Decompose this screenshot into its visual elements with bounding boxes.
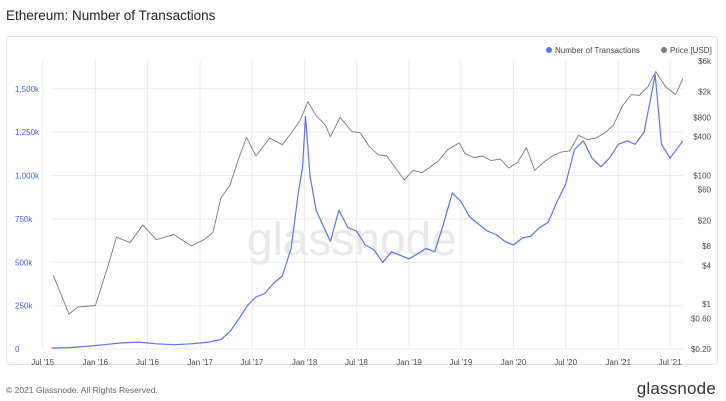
chart-title: Ethereum: Number of Transactions: [6, 8, 216, 23]
y-right-tick-label: $60: [698, 186, 712, 195]
chart-panel: glassnode 0 250k 500k 750k 1,000k 1,250k 1,500…: [6, 36, 718, 366]
chart-svg: glassnode 0 250k 500k 750k 1,000k 1,250k 1,500…: [15, 46, 712, 366]
x-tick-label: Jan '17: [187, 358, 213, 366]
x-tick-label: Jan '18: [292, 358, 318, 366]
axis-ticks: 0 250k 500k 750k 1,000k 1,250k 1,500k $0.20 $0.6…: [15, 57, 712, 366]
legend-marker-transactions: [546, 47, 552, 53]
y-right-tick-label: $20: [698, 216, 712, 225]
y-right-tick-label: $6k: [698, 57, 712, 66]
series-price-line: [52, 71, 684, 315]
x-tick-label: Jan '21: [606, 358, 632, 366]
y-left-tick-label: 0: [15, 345, 20, 354]
y-left-tick-label: 1,000k: [15, 172, 40, 181]
series-transactions-line: [51, 74, 684, 349]
x-tick-label: Jan '20: [501, 358, 527, 366]
legend-label-price: Price [USD]: [670, 46, 712, 55]
legend-marker-price: [661, 47, 667, 53]
legend[interactable]: Number of Transactions Price [USD]: [546, 46, 712, 55]
y-left-tick-label: 1,250k: [15, 128, 40, 137]
y-right-tick-label: $100: [693, 171, 711, 180]
y-left-tick-label: 1,500k: [15, 85, 40, 94]
y-right-tick-label: $0.20: [691, 345, 712, 354]
y-right-tick-label: $0.60: [691, 314, 712, 323]
y-right-tick-label: $4: [702, 261, 711, 270]
y-right-tick-label: $2k: [698, 88, 712, 97]
x-tick-label: Jan '19: [396, 358, 422, 366]
y-right-tick-label: $8: [702, 242, 711, 251]
y-right-tick-label: $400: [693, 133, 711, 142]
glassnode-logo: glassnode: [636, 379, 716, 398]
x-tick-label: Jan '16: [83, 358, 109, 366]
x-tick-label: Jul '20: [554, 358, 577, 366]
legend-label-transactions: Number of Transactions: [555, 46, 640, 55]
x-tick-label: Jul '18: [345, 358, 368, 366]
x-tick-label: Jul '21: [659, 358, 682, 366]
y-left-tick-label: 250k: [15, 302, 33, 311]
y-right-tick-label: $800: [693, 113, 711, 122]
x-tick-label: Jul '15: [31, 358, 54, 366]
x-tick-label: Jul '16: [136, 358, 159, 366]
x-tick-label: Jul '19: [449, 358, 472, 366]
y-left-tick-label: 750k: [15, 215, 33, 224]
y-left-tick-label: 500k: [15, 258, 33, 267]
grid-lines: [42, 61, 683, 350]
y-right-tick-label: $1: [702, 300, 711, 309]
copyright-text: © 2021 Glassnode. All Rights Reserved.: [6, 385, 158, 395]
watermark: glassnode: [247, 213, 457, 265]
x-tick-label: Jul '17: [240, 358, 263, 366]
